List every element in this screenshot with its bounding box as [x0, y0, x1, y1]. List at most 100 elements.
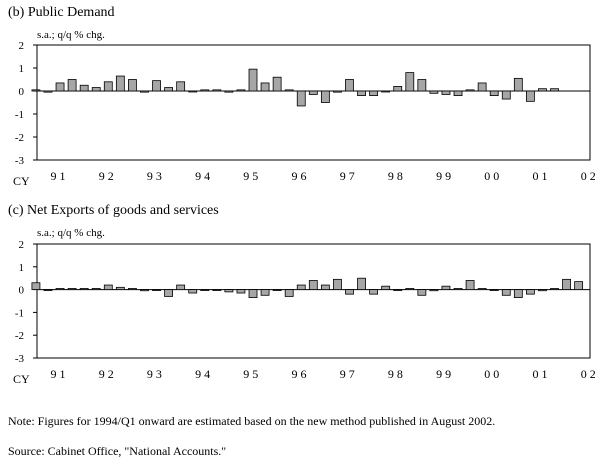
chart-b-bar — [296, 90, 306, 107]
chart-b-bar — [477, 82, 487, 92]
chart-b-bar — [441, 90, 451, 95]
chart-b-bar — [538, 88, 547, 92]
chart-b-bar — [55, 82, 65, 92]
chart-c-bar — [381, 285, 391, 290]
chart-b-ytick-label: 2 — [19, 40, 25, 52]
chart-c-bar — [369, 289, 379, 295]
footnote: Note: Figures for 1994/Q1 onward are est… — [8, 414, 496, 428]
chart-c-bar — [320, 284, 330, 291]
chart-c-ytick-label: 0 — [19, 285, 25, 297]
chart-b-year-label: 0 0 — [484, 169, 499, 183]
chart-c-bar — [308, 280, 318, 291]
chart-c-year-label: 9 8 — [388, 367, 403, 381]
chart-c-bar — [429, 289, 439, 292]
chart-b-bar — [501, 90, 511, 100]
chart-b-bar — [381, 90, 391, 93]
chart-c-year-label: 0 1 — [533, 367, 548, 381]
chart-b-year-label: 9 5 — [243, 169, 258, 183]
chart-b-bar — [176, 81, 186, 92]
chart-c-bar — [550, 288, 559, 290]
chart-c-year-label: 9 3 — [147, 367, 162, 381]
chart-c-bar — [574, 281, 584, 290]
chart-b-bar — [248, 68, 258, 92]
chart-b-bar — [393, 86, 403, 92]
chart-c-bar — [441, 285, 451, 290]
chart-c-bar — [128, 288, 137, 290]
chart-b-bar — [128, 79, 137, 92]
chart-b-bar — [308, 90, 318, 95]
chart-b-year-label: 9 1 — [51, 169, 66, 183]
chart-c-title: (c) Net Exports of goods and services — [8, 203, 219, 218]
chart-b-title: (b) Public Demand — [8, 5, 115, 20]
chart-c-bar — [67, 288, 77, 290]
chart-c-bar — [79, 288, 89, 290]
chart-c-bar — [236, 289, 246, 294]
chart-c-ytick-label: -1 — [15, 307, 24, 319]
chart-b-bar — [188, 90, 198, 93]
chart-b-ytick-label: 1 — [19, 63, 25, 75]
chart-c-bar — [248, 289, 258, 298]
chart-c-bar — [55, 288, 65, 290]
chart-c-bar — [103, 284, 113, 291]
chart-c-bar — [357, 277, 366, 291]
chart-b-bar — [152, 80, 161, 92]
chart-c-bar — [393, 289, 403, 292]
chart-b-bar — [320, 90, 330, 103]
chart-b-bar — [405, 72, 415, 92]
chart-c-bar — [453, 288, 463, 290]
chart-c-ytick-label: -3 — [15, 353, 25, 365]
chart-b-bar — [79, 84, 89, 92]
chart-b-bar — [429, 90, 439, 94]
chart-c-bar — [525, 289, 535, 295]
chart-b-year-label: 9 2 — [99, 169, 114, 183]
chart-c-year-label: 0 2 — [581, 367, 595, 381]
chart-b-bar — [103, 81, 113, 92]
source-note: Source: Cabinet Office, "National Accoun… — [8, 444, 227, 458]
chart-c-bar — [405, 288, 415, 290]
chart-b-year-label: 9 3 — [147, 169, 162, 183]
chart-b-ytick-label: -2 — [15, 132, 24, 144]
chart-b-plot-frame — [36, 44, 591, 161]
chart-b-year-label: 0 1 — [533, 169, 548, 183]
chart-c-unit-label: s.a.; q/q % chg. — [37, 227, 105, 239]
chart-c-bar — [477, 288, 487, 290]
chart-c-bar — [188, 289, 198, 294]
chart-c-bar — [345, 289, 354, 295]
chart-c-bar — [212, 289, 222, 292]
chart-b-bar — [453, 90, 463, 96]
chart-b-bar — [333, 90, 342, 93]
chart-c-bar — [200, 289, 210, 292]
chart-c-bar — [31, 282, 41, 291]
chart-b-bar — [345, 79, 354, 92]
chart-b-bar — [465, 89, 475, 92]
chart-c-bar — [296, 284, 306, 291]
chart-c-bar — [164, 289, 173, 297]
chart-c-bar — [513, 289, 523, 298]
chart-b-bar — [272, 76, 282, 92]
chart-c-year-label: 9 6 — [292, 367, 307, 381]
chart-c-year-label: 9 9 — [436, 367, 451, 381]
chart-c-plot-frame — [36, 243, 591, 359]
chart-c-bar — [501, 289, 511, 296]
chart-b-ytick-label: -3 — [15, 155, 25, 167]
chart-c-ytick-label: 2 — [19, 239, 25, 251]
chart-b-bar — [200, 89, 210, 92]
chart-b-bar — [417, 79, 427, 92]
chart-c-bar — [224, 289, 234, 293]
chart-b-bar — [212, 89, 222, 92]
chart-b-ytick-label: 0 — [19, 86, 25, 98]
chart-b-year-label: 0 2 — [581, 169, 595, 183]
chart-c-net-exports: 2 1 0 -1 -2 -3 CY 9 1 9 2 9 3 9 4 9 5 9 6 9 7 9 8 9 9 0 … — [13, 239, 595, 386]
chart-c-ytick-label: 1 — [19, 262, 25, 274]
chart-c-ytick-label: -2 — [15, 330, 24, 342]
chart-c-bar — [260, 289, 270, 296]
chart-c-bar — [465, 280, 475, 291]
chart-b-bar — [164, 87, 173, 92]
chart-b-public-demand: 2 1 0 -1 -2 -3 CY 9 1 9 2 9 3 9 4 9 5 9 6 9 7 9 8 9 9 0 … — [13, 40, 595, 188]
chart-b-bar — [550, 88, 559, 92]
chart-c-bar — [115, 286, 125, 291]
chart-b-year-label: 9 9 — [436, 169, 451, 183]
chart-b-bar — [260, 82, 270, 92]
chart-b-bar — [489, 90, 499, 96]
chart-b-bar — [369, 90, 379, 96]
